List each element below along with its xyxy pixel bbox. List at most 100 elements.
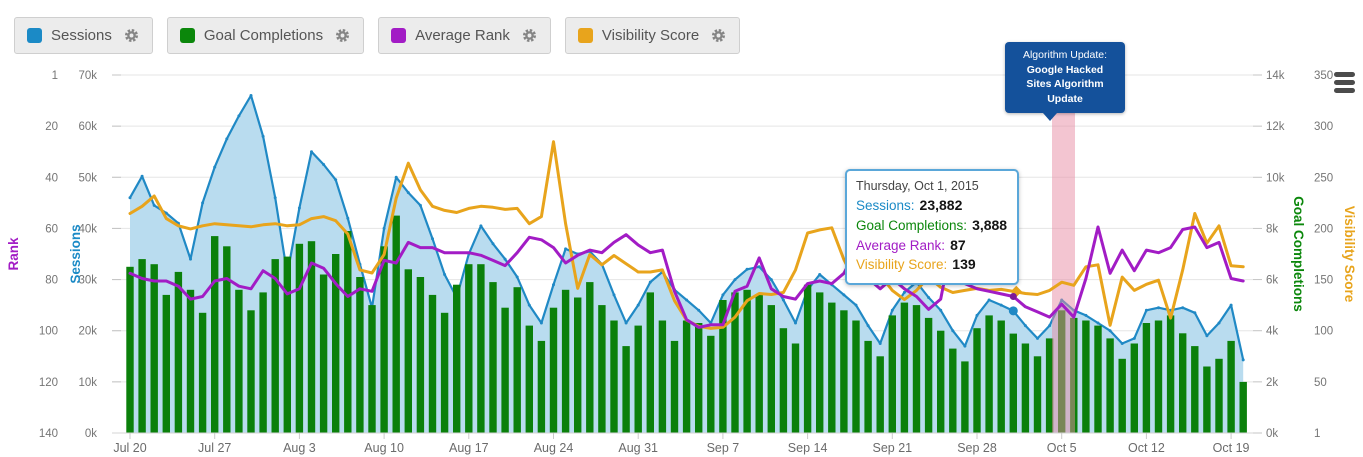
svg-text:20: 20 — [45, 121, 58, 133]
svg-text:60: 60 — [45, 223, 58, 235]
visibility-axis-title: Visibility Score — [1342, 206, 1357, 303]
svg-text:Oct 19: Oct 19 — [1213, 441, 1250, 455]
legend: Sessions Goal Completions Average Rank V… — [14, 17, 741, 54]
tooltip-goal-completions-label: Goal Completions: — [856, 217, 968, 233]
tooltip-average-rank-value: 87 — [950, 236, 966, 253]
svg-text:10k: 10k — [78, 377, 97, 389]
sessions-axis-title: Sessions — [68, 224, 83, 283]
algorithm-update-band — [1052, 98, 1075, 433]
hamburger-menu-icon[interactable] — [1334, 72, 1355, 96]
legend-button-average-rank[interactable]: Average Rank — [378, 17, 551, 54]
svg-text:100: 100 — [39, 326, 58, 338]
svg-text:50: 50 — [1314, 377, 1327, 389]
svg-text:Aug 17: Aug 17 — [449, 441, 489, 455]
tooltip-row-average-rank: Average Rank: 87 — [856, 236, 1007, 256]
svg-text:Jul 20: Jul 20 — [113, 441, 146, 455]
svg-text:Sep 21: Sep 21 — [872, 441, 912, 455]
tooltip-sessions-value: 23,882 — [919, 197, 963, 214]
svg-text:70k: 70k — [78, 70, 97, 82]
svg-text:300: 300 — [1314, 121, 1333, 133]
svg-text:0k: 0k — [1266, 428, 1278, 440]
svg-text:140: 140 — [39, 428, 58, 440]
svg-text:40k: 40k — [78, 223, 97, 235]
goal-completions-swatch — [179, 28, 195, 43]
gear-icon[interactable] — [710, 27, 727, 44]
svg-text:120: 120 — [39, 377, 58, 389]
goal-completions-axis-ticks: 14k 12k 10k 8k 6k 4k 2k 0k — [1266, 70, 1285, 440]
svg-text:350: 350 — [1314, 70, 1333, 82]
annotation-title: Algorithm Update: — [1022, 49, 1108, 61]
svg-text:Sep 7: Sep 7 — [707, 441, 740, 455]
sessions-swatch — [27, 28, 42, 43]
average-rank-swatch — [391, 28, 407, 43]
svg-text:Sep 28: Sep 28 — [957, 441, 997, 455]
tooltip-date: Thursday, Oct 1, 2015 — [856, 179, 979, 193]
svg-text:2k: 2k — [1266, 377, 1278, 389]
svg-text:20k: 20k — [78, 326, 97, 338]
svg-text:8k: 8k — [1266, 223, 1278, 235]
tooltip-row-goal-completions: Goal Completions: 3,888 — [856, 216, 1007, 236]
tooltip-goal-completions-value: 3,888 — [972, 216, 1008, 233]
svg-text:Oct 12: Oct 12 — [1128, 441, 1165, 455]
goal-completions-bars[interactable] — [126, 215, 1247, 433]
tooltip-visibility-score-label: Visibility Score: — [856, 257, 948, 273]
average-rank-line[interactable] — [128, 225, 1245, 329]
svg-text:Aug 10: Aug 10 — [364, 441, 404, 455]
svg-text:80: 80 — [45, 275, 58, 287]
svg-text:Oct 5: Oct 5 — [1047, 441, 1077, 455]
svg-text:Visibility Score: Visibility Score — [1342, 206, 1357, 303]
svg-text:30k: 30k — [78, 275, 97, 287]
svg-text:Aug 31: Aug 31 — [618, 441, 658, 455]
legend-button-visibility-score[interactable]: Visibility Score — [564, 17, 741, 54]
gear-icon[interactable] — [123, 27, 140, 44]
gear-icon[interactable] — [334, 27, 351, 44]
legend-button-goal-completions[interactable]: Goal Completions — [166, 17, 365, 54]
svg-text:250: 250 — [1314, 172, 1333, 184]
chart-tooltip: Thursday, Oct 1, 2015 Sessions: 23,882 Go… — [845, 169, 1020, 285]
svg-text:Sep 14: Sep 14 — [788, 441, 828, 455]
tooltip-average-rank-label: Average Rank: — [856, 237, 946, 253]
visibility-axis-ticks: 350 300 250 200 150 100 50 1 — [1314, 70, 1333, 440]
svg-text:50k: 50k — [78, 172, 97, 184]
svg-text:100: 100 — [1314, 326, 1333, 338]
svg-text:Sessions: Sessions — [68, 224, 83, 283]
annotation-text: Google Hacked Sites Algorithm Update — [1026, 63, 1104, 106]
svg-text:10k: 10k — [1266, 172, 1285, 184]
highlight-markers — [1008, 285, 1022, 316]
gear-icon[interactable] — [521, 27, 538, 44]
svg-text:1: 1 — [52, 70, 58, 82]
svg-text:40: 40 — [45, 172, 58, 184]
svg-text:Goal Completions: Goal Completions — [1291, 196, 1306, 312]
legend-button-sessions[interactable]: Sessions — [14, 17, 153, 54]
svg-text:1: 1 — [1314, 428, 1320, 440]
visibility-score-swatch — [577, 28, 593, 43]
svg-text:Aug 3: Aug 3 — [283, 441, 316, 455]
algorithm-update-annotation[interactable]: Algorithm Update: Google Hacked Sites Al… — [1005, 42, 1125, 121]
svg-text:150: 150 — [1314, 275, 1333, 287]
rank-axis-title: Rank — [6, 237, 21, 271]
svg-text:4k: 4k — [1266, 326, 1278, 338]
svg-text:0k: 0k — [85, 428, 97, 440]
svg-text:60k: 60k — [78, 121, 97, 133]
legend-label-average-rank: Average Rank — [415, 27, 510, 44]
svg-text:6k: 6k — [1266, 275, 1278, 287]
annotation-pointer — [1043, 112, 1057, 121]
svg-text:Rank: Rank — [6, 237, 21, 271]
legend-label-visibility-score: Visibility Score — [601, 27, 700, 44]
tooltip-sessions-label: Sessions: — [856, 198, 915, 214]
svg-text:200: 200 — [1314, 223, 1333, 235]
svg-text:14k: 14k — [1266, 70, 1285, 82]
sessions-axis-ticks: 70k 60k 50k 40k 30k 20k 10k 0k — [78, 70, 97, 440]
svg-text:12k: 12k — [1266, 121, 1285, 133]
tooltip-row-sessions: Sessions: 23,882 — [856, 196, 1007, 216]
legend-label-sessions: Sessions — [51, 27, 112, 44]
goal-completions-axis-title: Goal Completions — [1291, 196, 1306, 312]
tooltip-row-visibility-score: Visibility Score: 139 — [856, 255, 1007, 275]
tooltip-visibility-score-value: 139 — [952, 256, 976, 273]
x-axis: Jul 20 Jul 27 Aug 3 Aug 10 Aug 17 Aug 24 Aug 3… — [112, 432, 1253, 455]
svg-text:Aug 24: Aug 24 — [534, 441, 574, 455]
svg-text:Jul 27: Jul 27 — [198, 441, 231, 455]
